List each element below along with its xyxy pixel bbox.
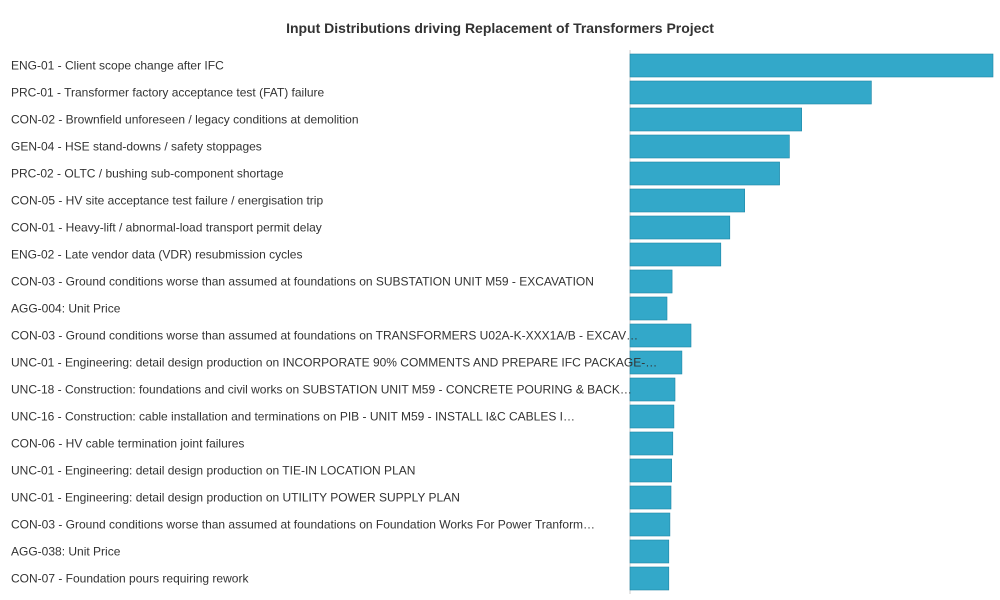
bar: [629, 458, 673, 483]
category-label: UNC-18 - Construction: foundations and c…: [11, 383, 632, 397]
category-label: CON-06 - HV cable termination joint fail…: [11, 437, 244, 451]
category-label: UNC-01 - Engineering: detail design prod…: [11, 491, 460, 505]
category-label: UNC-01 - Engineering: detail design prod…: [11, 464, 415, 478]
category-label: ENG-02 - Late vendor data (VDR) resubmis…: [11, 248, 302, 262]
bar: [629, 53, 994, 78]
bar: [629, 404, 675, 429]
category-label: CON-03 - Ground conditions worse than as…: [11, 329, 638, 343]
bar: [629, 188, 745, 213]
bar: [629, 323, 692, 348]
category-label: CON-02 - Brownfield unforeseen / legacy …: [11, 113, 359, 127]
bar: [629, 512, 671, 537]
bar: [629, 539, 670, 564]
bar: [629, 485, 672, 510]
category-label: CON-03 - Ground conditions worse than as…: [11, 275, 594, 289]
bar: [629, 296, 668, 321]
category-label: GEN-04 - HSE stand-downs / safety stoppa…: [11, 140, 262, 154]
bar: [629, 377, 676, 402]
bar: [629, 431, 674, 456]
category-label: CON-07 - Foundation pours requiring rewo…: [11, 572, 249, 586]
category-label: UNC-16 - Construction: cable installatio…: [11, 410, 575, 424]
bar: [629, 242, 722, 267]
bar: [629, 350, 683, 375]
category-label: AGG-038: Unit Price: [11, 545, 121, 559]
bar: [629, 161, 780, 186]
category-label: ENG-01 - Client scope change after IFC: [11, 59, 224, 73]
category-label: CON-01 - Heavy-lift / abnormal-load tran…: [11, 221, 322, 235]
category-label: PRC-02 - OLTC / bushing sub-component sh…: [11, 167, 284, 181]
category-label: PRC-01 - Transformer factory acceptance …: [11, 86, 325, 100]
category-label: AGG-004: Unit Price: [11, 302, 121, 316]
category-label: CON-03 - Ground conditions worse than as…: [11, 518, 595, 532]
bar: [629, 269, 673, 294]
bar: [629, 80, 872, 105]
bar: [629, 107, 802, 132]
bar: [629, 134, 790, 159]
category-label: CON-05 - HV site acceptance test failure…: [11, 194, 323, 208]
category-labels-group: ENG-01 - Client scope change after IFC PR…: [11, 59, 657, 586]
bar: [629, 566, 670, 591]
bars-group: [629, 53, 994, 591]
chart-title: Input Distributions driving Replacement …: [286, 20, 714, 36]
bar: [629, 215, 731, 240]
category-label: UNC-01 - Engineering: detail design prod…: [11, 356, 657, 370]
